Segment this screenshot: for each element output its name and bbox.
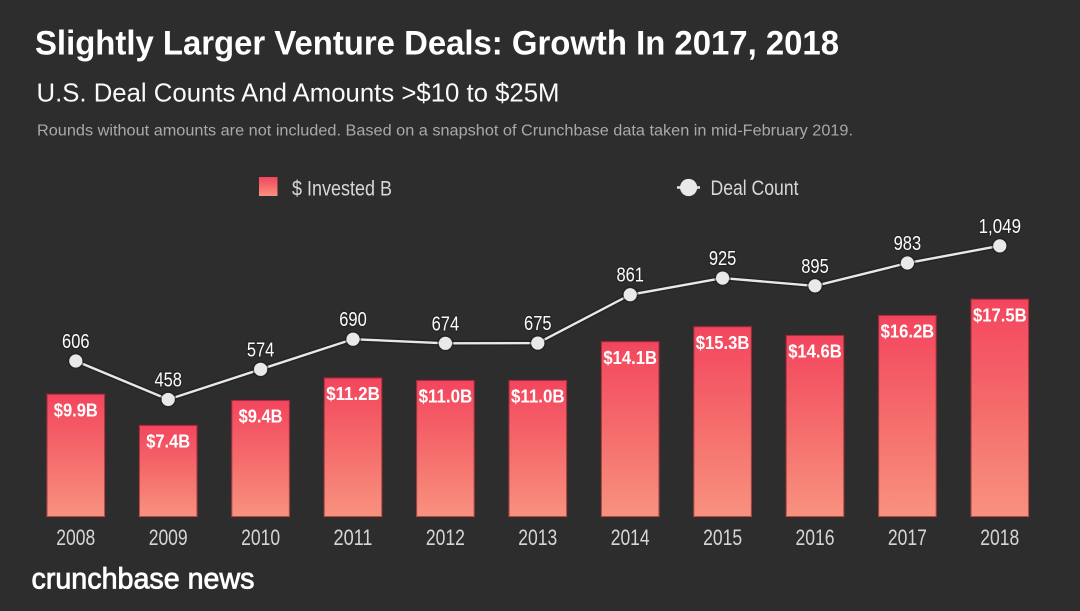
svg-text:$11.0B: $11.0B <box>419 387 473 407</box>
svg-text:$16.2B: $16.2B <box>881 322 935 342</box>
svg-text:895: 895 <box>801 256 829 278</box>
svg-text:2016: 2016 <box>796 525 835 550</box>
svg-text:$ Invested B: $ Invested B <box>292 178 392 201</box>
svg-text:574: 574 <box>247 339 275 361</box>
svg-text:$17.5B: $17.5B <box>973 305 1027 325</box>
svg-text:2012: 2012 <box>426 525 465 550</box>
svg-text:925: 925 <box>709 248 737 270</box>
svg-text:861: 861 <box>616 265 644 287</box>
svg-text:2011: 2011 <box>334 525 373 550</box>
svg-text:$7.4B: $7.4B <box>146 432 190 452</box>
svg-text:crunchbase news: crunchbase news <box>32 563 255 596</box>
svg-text:690: 690 <box>339 309 367 331</box>
svg-text:U.S. Deal Counts And Amounts >: U.S. Deal Counts And Amounts >$10 to $25… <box>37 78 560 108</box>
svg-text:458: 458 <box>154 369 182 391</box>
svg-text:Deal Count: Deal Count <box>711 177 799 200</box>
svg-text:$15.3B: $15.3B <box>696 333 750 353</box>
svg-text:$11.0B: $11.0B <box>511 387 565 407</box>
svg-text:$14.1B: $14.1B <box>603 348 657 368</box>
svg-text:2010: 2010 <box>241 525 280 550</box>
svg-text:2014: 2014 <box>611 525 650 550</box>
svg-text:675: 675 <box>524 313 552 335</box>
svg-text:Rounds without amounts are not: Rounds without amounts are not included.… <box>37 123 853 140</box>
svg-text:2017: 2017 <box>888 525 927 550</box>
svg-text:2008: 2008 <box>56 525 95 550</box>
svg-text:2013: 2013 <box>518 525 557 550</box>
svg-text:Slightly Larger Venture Deals:: Slightly Larger Venture Deals: Growth In… <box>35 25 839 63</box>
svg-text:2015: 2015 <box>703 525 742 550</box>
svg-text:1,049: 1,049 <box>979 216 1021 238</box>
svg-text:674: 674 <box>432 313 460 335</box>
svg-text:$9.9B: $9.9B <box>54 400 98 420</box>
svg-text:$14.6B: $14.6B <box>788 342 842 362</box>
svg-text:983: 983 <box>894 233 922 255</box>
svg-text:$11.2B: $11.2B <box>326 384 380 404</box>
svg-text:2009: 2009 <box>149 525 188 550</box>
svg-text:606: 606 <box>62 331 90 353</box>
svg-text:2018: 2018 <box>980 525 1019 550</box>
svg-text:$9.4B: $9.4B <box>239 407 283 427</box>
